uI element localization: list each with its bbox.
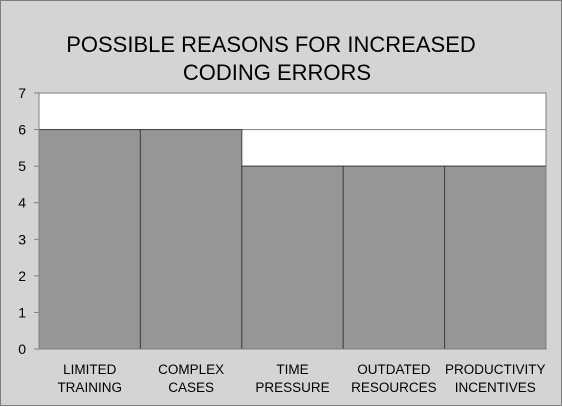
x-category-label: COMPLEX bbox=[158, 362, 224, 377]
y-tick-label: 6 bbox=[18, 122, 26, 138]
y-tick-label: 3 bbox=[18, 231, 26, 247]
x-category-label: RESOURCES bbox=[351, 380, 437, 395]
x-category-label: TIME bbox=[276, 362, 308, 377]
plot-area: 0 1 2 3 4 5 6 7 LIMITED TRAINING COMPLEX CASES TIME P… bbox=[18, 85, 547, 395]
x-category-label: CASES bbox=[168, 380, 214, 395]
bar bbox=[444, 165, 547, 350]
y-tick-label: 5 bbox=[18, 158, 26, 174]
y-tick-label: 7 bbox=[18, 85, 26, 101]
x-category-label: LIMITED bbox=[63, 362, 117, 377]
x-category-label: PRESSURE bbox=[255, 380, 329, 395]
y-tick-label: 4 bbox=[18, 195, 26, 211]
bar bbox=[342, 165, 446, 350]
y-tick-label: 1 bbox=[18, 304, 26, 320]
x-category-label: PRODUCTIVITY bbox=[445, 362, 546, 377]
x-category-label: TRAINING bbox=[57, 380, 122, 395]
x-category-label: INCENTIVES bbox=[455, 380, 536, 395]
y-tick-label: 2 bbox=[18, 268, 26, 284]
bar bbox=[241, 165, 344, 350]
bar bbox=[139, 129, 243, 350]
chart-title-line-1: POSSIBLE REASONS FOR INCREASED bbox=[66, 32, 476, 57]
chart-title-line-2: CODING ERRORS bbox=[183, 60, 371, 85]
y-tick-label: 0 bbox=[18, 341, 26, 357]
x-category-label: OUTDATED bbox=[357, 362, 430, 377]
plot-border bbox=[38, 92, 547, 350]
bar bbox=[38, 129, 141, 350]
